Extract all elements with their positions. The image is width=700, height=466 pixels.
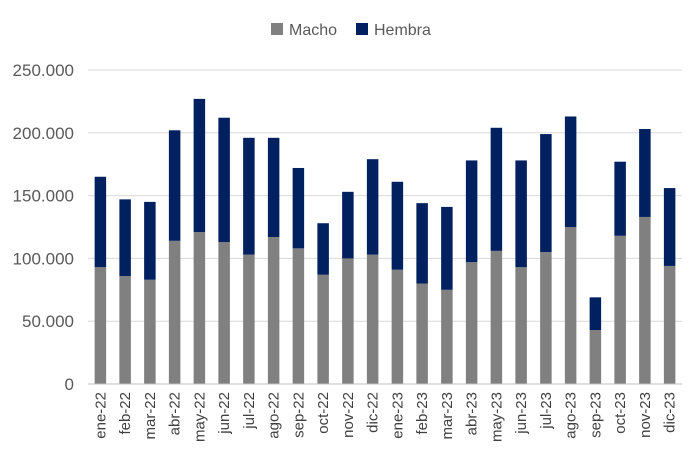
x-tick-label: ene-23 bbox=[389, 392, 406, 439]
bar-macho-jul-23 bbox=[540, 252, 552, 384]
x-tick-label: nov-23 bbox=[637, 392, 654, 438]
bar-hembra-jul-22 bbox=[243, 137, 255, 255]
legend-swatch-macho bbox=[271, 23, 283, 35]
bar-macho-abr-22 bbox=[168, 240, 181, 384]
x-tick-label: abr-23 bbox=[464, 392, 481, 435]
bar-hembra-ene-23 bbox=[391, 181, 404, 270]
x-tick-label: jun-22 bbox=[216, 392, 233, 435]
bar-hembra-jul-23 bbox=[540, 134, 552, 253]
bar-macho-ago-22 bbox=[267, 237, 280, 384]
bar-hembra-dic-22 bbox=[366, 159, 379, 255]
bar-macho-oct-22 bbox=[317, 274, 329, 384]
bar-macho-nov-22 bbox=[342, 258, 354, 384]
bar-hembra-jun-22 bbox=[218, 117, 230, 243]
y-tick-label: 100.000 bbox=[13, 249, 74, 268]
bar-macho-jun-22 bbox=[218, 242, 230, 384]
bar-macho-may-22 bbox=[193, 232, 206, 384]
legend: Macho Hembra bbox=[271, 22, 431, 39]
bar-hembra-mar-22 bbox=[144, 201, 156, 280]
legend-label-hembra: Hembra bbox=[374, 22, 431, 39]
x-tick-label: jun-23 bbox=[513, 392, 530, 435]
x-tick-label: mar-23 bbox=[439, 392, 456, 440]
legend-label-macho: Macho bbox=[289, 22, 337, 39]
x-tick-label: feb-22 bbox=[117, 392, 134, 435]
bar-hembra-feb-22 bbox=[119, 199, 131, 276]
legend-swatch-hembra bbox=[356, 23, 368, 35]
x-tick-label: ago-23 bbox=[563, 392, 580, 439]
bar-macho-ene-23 bbox=[391, 269, 404, 384]
bar-hembra-jun-23 bbox=[515, 160, 527, 268]
x-tick-label: ene-22 bbox=[92, 392, 109, 439]
bar-hembra-abr-23 bbox=[465, 160, 478, 263]
y-tick-label: 250.000 bbox=[13, 61, 74, 80]
bar-hembra-may-23 bbox=[490, 127, 503, 251]
x-tick-label: sep-22 bbox=[290, 392, 307, 438]
bar-macho-feb-23 bbox=[416, 283, 428, 384]
bar-macho-jul-22 bbox=[243, 254, 255, 384]
bar-macho-sep-22 bbox=[292, 248, 305, 384]
bar-hembra-oct-23 bbox=[614, 161, 626, 236]
bar-macho-sep-23 bbox=[589, 329, 602, 384]
x-tick-label: abr-22 bbox=[167, 392, 184, 435]
x-tick-label: may-23 bbox=[488, 392, 505, 442]
bar-hembra-nov-23 bbox=[639, 129, 651, 217]
x-tick-label: ago-22 bbox=[266, 392, 283, 439]
bar-hembra-sep-23 bbox=[589, 297, 602, 330]
bar-hembra-ene-22 bbox=[94, 176, 107, 268]
bar-hembra-mar-23 bbox=[441, 206, 453, 290]
bar-hembra-ago-22 bbox=[267, 137, 280, 238]
bar-macho-mar-23 bbox=[441, 289, 453, 384]
bar-hembra-dic-23 bbox=[663, 188, 676, 266]
bar-macho-mar-22 bbox=[144, 279, 156, 384]
bar-macho-nov-23 bbox=[639, 216, 651, 384]
x-tick-label: jul-23 bbox=[538, 392, 555, 430]
x-tick-label: jul-22 bbox=[241, 392, 258, 430]
y-tick-label: 200.000 bbox=[13, 124, 74, 143]
bar-hembra-sep-22 bbox=[292, 167, 305, 249]
bar-hembra-ago-23 bbox=[564, 116, 577, 227]
x-tick-label: oct-22 bbox=[315, 392, 332, 434]
bar-macho-oct-23 bbox=[614, 235, 626, 384]
bar-macho-feb-22 bbox=[119, 275, 131, 384]
y-axis: 0 50.000 100.000 150.000 200.000 250.000 bbox=[13, 61, 74, 394]
x-tick-label: dic-23 bbox=[662, 392, 679, 433]
bar-macho-ene-22 bbox=[94, 267, 107, 384]
gridlines bbox=[88, 69, 682, 322]
y-tick-label: 150.000 bbox=[13, 187, 74, 206]
bar-hembra-abr-22 bbox=[168, 130, 181, 241]
bar-macho-dic-22 bbox=[366, 254, 379, 384]
x-tick-label: feb-23 bbox=[414, 392, 431, 435]
x-tick-label: may-22 bbox=[191, 392, 208, 442]
bar-macho-may-23 bbox=[490, 250, 503, 384]
bar-macho-dic-23 bbox=[663, 265, 676, 384]
x-tick-label: sep-23 bbox=[587, 392, 604, 438]
bar-hembra-oct-22 bbox=[317, 223, 329, 275]
bars bbox=[94, 98, 676, 384]
x-tick-label: mar-22 bbox=[142, 392, 159, 440]
bar-hembra-feb-23 bbox=[416, 203, 428, 284]
x-axis: ene-22 feb-22 mar-22 abr-22 may-22 jun-22 jul-… bbox=[88, 383, 682, 442]
y-tick-label: 50.000 bbox=[22, 312, 74, 331]
bar-macho-ago-23 bbox=[564, 227, 577, 384]
x-tick-label: nov-22 bbox=[340, 392, 357, 438]
bar-hembra-may-22 bbox=[193, 98, 206, 233]
bar-hembra-nov-22 bbox=[342, 191, 354, 259]
x-tick-label: oct-23 bbox=[612, 392, 629, 434]
bar-macho-jun-23 bbox=[515, 267, 527, 384]
y-tick-label: 0 bbox=[65, 375, 74, 394]
x-tick-label: dic-22 bbox=[365, 392, 382, 433]
bar-macho-abr-23 bbox=[465, 262, 478, 384]
